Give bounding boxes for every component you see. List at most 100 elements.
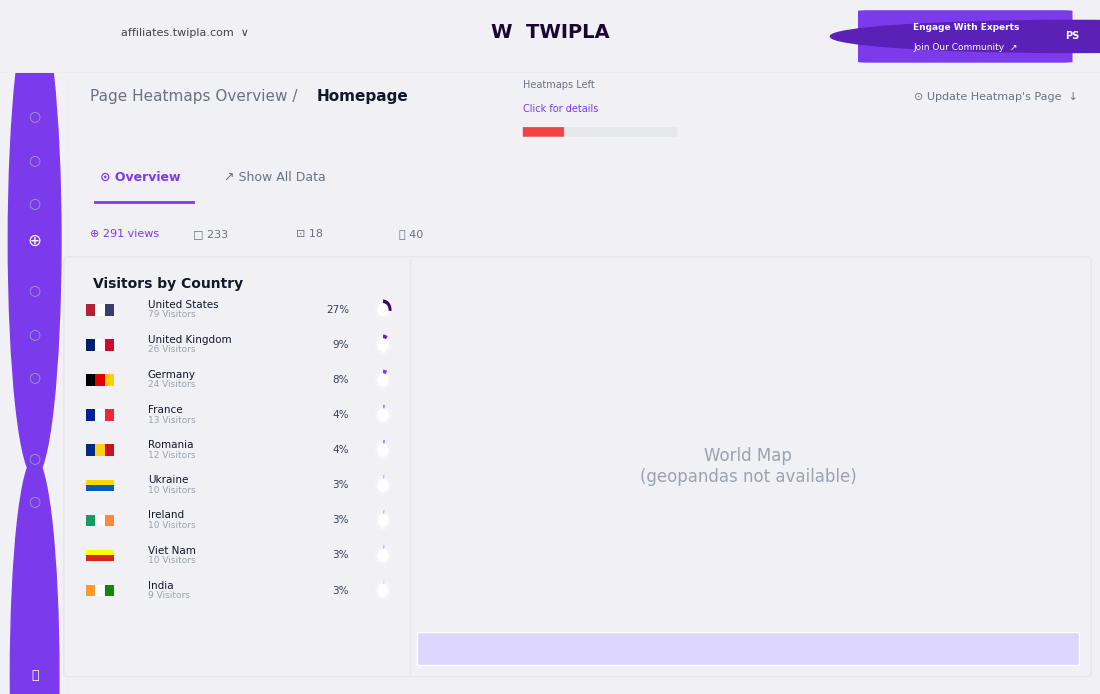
Circle shape — [374, 475, 392, 496]
Text: Ukraine: Ukraine — [147, 475, 188, 485]
Text: 4%: 4% — [332, 410, 349, 420]
Text: 26 Visitors: 26 Visitors — [147, 346, 195, 355]
FancyBboxPatch shape — [96, 409, 104, 421]
FancyBboxPatch shape — [96, 515, 104, 526]
Circle shape — [374, 580, 392, 601]
FancyBboxPatch shape — [86, 339, 96, 350]
Text: United States: United States — [147, 300, 219, 310]
Text: 13 Visitors: 13 Visitors — [147, 416, 196, 425]
Text: W  TWIPLA: W TWIPLA — [491, 24, 609, 42]
Wedge shape — [383, 405, 385, 415]
Text: □ 233: □ 233 — [192, 229, 228, 239]
FancyBboxPatch shape — [417, 632, 1079, 665]
Circle shape — [374, 405, 392, 425]
Text: 24 Visitors: 24 Visitors — [147, 380, 195, 389]
FancyBboxPatch shape — [104, 339, 113, 350]
Text: Visitors by Country: Visitors by Country — [94, 277, 243, 291]
Text: Viet Nam: Viet Nam — [147, 545, 196, 555]
Text: Page Heatmaps Overview /: Page Heatmaps Overview / — [90, 90, 302, 104]
Text: Click for details: Click for details — [522, 104, 598, 114]
Text: 10 Visitors: 10 Visitors — [147, 486, 196, 495]
Wedge shape — [383, 335, 387, 345]
Text: ○: ○ — [29, 196, 41, 210]
FancyBboxPatch shape — [86, 585, 96, 596]
FancyBboxPatch shape — [86, 515, 96, 526]
Text: Germany: Germany — [147, 370, 196, 380]
Text: 3%: 3% — [332, 586, 349, 595]
Circle shape — [377, 514, 388, 527]
Text: PS: PS — [1066, 31, 1079, 42]
Circle shape — [10, 458, 59, 694]
Text: 8%: 8% — [332, 375, 349, 385]
Text: Engage With Experts: Engage With Experts — [913, 23, 1019, 32]
Text: ⊙ Overview: ⊙ Overview — [100, 171, 180, 184]
Text: ⊕ 291 views: ⊕ 291 views — [90, 229, 160, 239]
FancyBboxPatch shape — [96, 374, 104, 386]
Text: ⊙ Update Heatmap's Page  ↓: ⊙ Update Heatmap's Page ↓ — [914, 92, 1078, 102]
Text: 9%: 9% — [332, 340, 349, 350]
Text: 12 Visitors: 12 Visitors — [147, 450, 195, 459]
FancyBboxPatch shape — [96, 304, 104, 316]
Circle shape — [374, 510, 392, 531]
FancyBboxPatch shape — [86, 485, 113, 491]
Text: ○: ○ — [29, 283, 41, 297]
Text: 💬: 💬 — [31, 669, 38, 682]
Text: India: India — [147, 581, 174, 591]
Text: 📱 40: 📱 40 — [399, 229, 424, 239]
Wedge shape — [383, 510, 385, 520]
Wedge shape — [383, 370, 387, 380]
Text: ↗ Show All Data: ↗ Show All Data — [224, 171, 326, 184]
Text: ○: ○ — [29, 110, 41, 124]
Circle shape — [374, 300, 392, 320]
Text: Heatmaps Left: Heatmaps Left — [522, 80, 595, 90]
Circle shape — [377, 584, 388, 598]
FancyBboxPatch shape — [104, 515, 113, 526]
Wedge shape — [383, 545, 385, 555]
FancyBboxPatch shape — [86, 444, 96, 456]
Circle shape — [377, 338, 388, 352]
Text: 9 Visitors: 9 Visitors — [147, 591, 189, 600]
Text: France: France — [147, 405, 183, 415]
FancyBboxPatch shape — [104, 374, 113, 386]
Text: United Kingdom: United Kingdom — [147, 335, 231, 345]
Text: 3%: 3% — [332, 516, 349, 525]
Text: 3%: 3% — [332, 550, 349, 561]
Circle shape — [377, 373, 388, 387]
Circle shape — [374, 545, 392, 566]
Wedge shape — [383, 475, 385, 485]
FancyBboxPatch shape — [86, 409, 96, 421]
FancyBboxPatch shape — [96, 444, 104, 456]
Circle shape — [377, 408, 388, 422]
FancyBboxPatch shape — [104, 585, 113, 596]
FancyBboxPatch shape — [104, 444, 113, 456]
Circle shape — [377, 549, 388, 562]
Circle shape — [377, 443, 388, 457]
Circle shape — [374, 440, 392, 461]
FancyBboxPatch shape — [104, 304, 113, 316]
Text: 27%: 27% — [326, 305, 349, 315]
Wedge shape — [383, 440, 385, 450]
Text: 10 Visitors: 10 Visitors — [147, 521, 196, 530]
Text: ○: ○ — [29, 451, 41, 465]
Circle shape — [374, 335, 392, 355]
Text: 4%: 4% — [332, 445, 349, 455]
FancyBboxPatch shape — [86, 374, 96, 386]
Text: Join Our Community  ↗: Join Our Community ↗ — [914, 43, 1018, 52]
Text: ○: ○ — [29, 327, 41, 341]
FancyBboxPatch shape — [86, 304, 96, 316]
Circle shape — [377, 303, 388, 316]
Text: ○: ○ — [29, 494, 41, 509]
Text: World Map
(geopandas not available): World Map (geopandas not available) — [639, 448, 857, 486]
Circle shape — [377, 479, 388, 492]
FancyBboxPatch shape — [104, 409, 113, 421]
FancyBboxPatch shape — [96, 585, 104, 596]
Text: ○: ○ — [29, 153, 41, 167]
Text: Ireland: Ireland — [147, 511, 184, 520]
FancyBboxPatch shape — [522, 127, 678, 137]
Text: affiliates.twipla.com  ∨: affiliates.twipla.com ∨ — [121, 28, 249, 37]
FancyBboxPatch shape — [96, 339, 104, 350]
FancyBboxPatch shape — [86, 550, 113, 555]
Text: 79 Visitors: 79 Visitors — [147, 310, 196, 319]
Text: ⊡ 18: ⊡ 18 — [296, 229, 323, 239]
Text: ○: ○ — [29, 370, 41, 384]
